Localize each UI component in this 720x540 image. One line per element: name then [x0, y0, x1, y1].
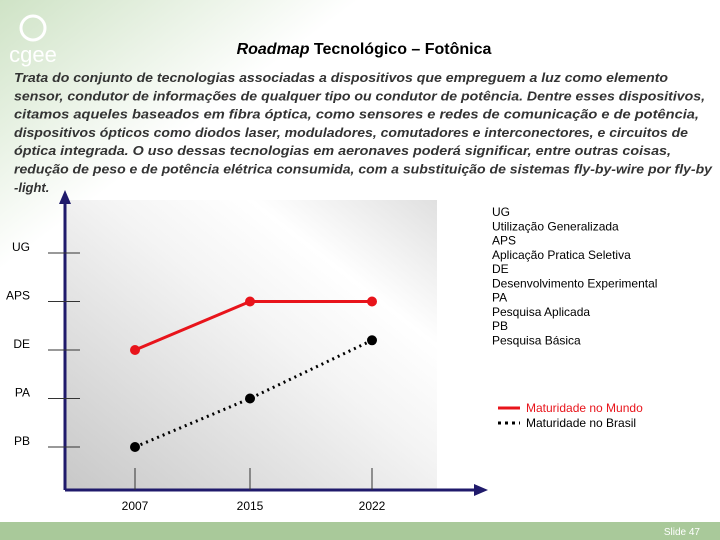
- description-line: -light.: [14, 180, 49, 195]
- y-arrow: [59, 190, 71, 204]
- logo-mark: [19, 14, 47, 42]
- key-meaning: Pesquisa Básica: [492, 334, 581, 348]
- key-meaning: Desenvolvimento Experimental: [492, 277, 657, 291]
- y-tick-label: UG: [12, 240, 30, 254]
- slide-title: Roadmap Tecnológico – Fotônica: [237, 41, 492, 58]
- description-line: sensor, condutor de informações de qualq…: [14, 88, 705, 103]
- key-meaning: Utilização Generalizada: [492, 220, 619, 234]
- description-line: óptica integrada. O uso dessas tecnologi…: [14, 143, 671, 158]
- point: [130, 442, 140, 452]
- point: [367, 296, 377, 307]
- key-code: UG: [492, 205, 510, 219]
- slide-number: Slide 47: [664, 527, 701, 538]
- point: [245, 393, 255, 404]
- key-code: DE: [492, 262, 509, 276]
- x-tick-label: 2007: [122, 499, 149, 513]
- point: [367, 335, 377, 346]
- description-line: citamos aqueles baseados em fibra óptica…: [14, 107, 699, 122]
- key-meaning: Aplicação Pratica Seletiva: [492, 248, 631, 262]
- y-tick-label: PA: [15, 386, 30, 400]
- footer-bar: [0, 522, 720, 540]
- key-code: PB: [492, 319, 508, 333]
- legend-label: Maturidade no Mundo: [526, 401, 643, 415]
- description-line: redução de peso e de potência elétrica c…: [14, 162, 713, 177]
- key-meaning: Pesquisa Aplicada: [492, 305, 590, 319]
- x-tick-label: 2022: [359, 499, 386, 513]
- legend-label: Maturidade no Brasil: [526, 416, 636, 430]
- description-line: Trata do conjunto de tecnologias associa…: [14, 70, 668, 85]
- point: [245, 296, 255, 307]
- logo: cgee: [9, 42, 57, 67]
- key-code: APS: [492, 234, 516, 248]
- y-tick-label: PB: [14, 434, 30, 448]
- x-tick-label: 2015: [237, 499, 264, 513]
- x-arrow: [474, 484, 488, 496]
- title-rest: Tecnológico – Fotônica: [314, 41, 492, 58]
- plot-area: [65, 200, 437, 490]
- description-line: dispositivos ópticos como diodos laser, …: [14, 125, 688, 140]
- y-tick-label: DE: [13, 337, 30, 351]
- y-tick-label: APS: [6, 289, 30, 303]
- description: Trata do conjunto de tecnologias associa…: [14, 70, 713, 195]
- title-italic: Roadmap: [237, 41, 310, 58]
- key-code: PA: [492, 291, 507, 305]
- point: [130, 345, 140, 355]
